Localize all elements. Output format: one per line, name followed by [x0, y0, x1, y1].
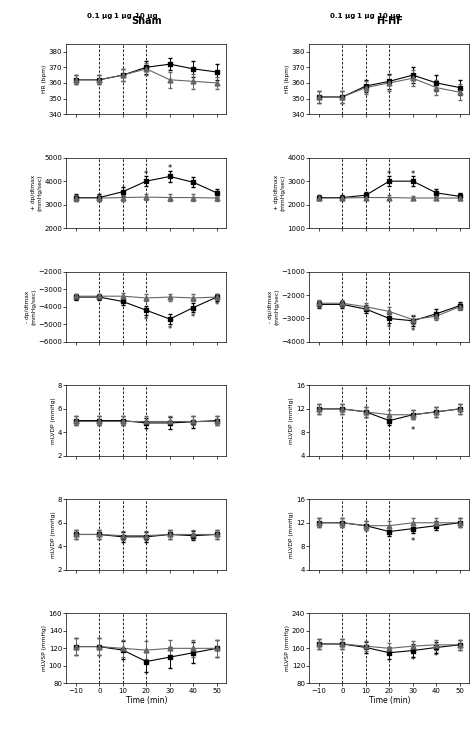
Text: *: *: [410, 327, 415, 336]
Text: 1 μg: 1 μg: [357, 13, 374, 19]
Text: 10 μg: 10 μg: [135, 13, 158, 19]
Y-axis label: mLVSP (mmHg): mLVSP (mmHg): [284, 625, 290, 671]
X-axis label: Time (min): Time (min): [369, 697, 410, 705]
Text: *: *: [410, 426, 415, 436]
Text: *: *: [168, 164, 172, 173]
Text: *: *: [410, 537, 415, 546]
X-axis label: Time (min): Time (min): [126, 697, 167, 705]
Title: Sham: Sham: [131, 16, 162, 26]
Text: 10 μg: 10 μg: [378, 13, 401, 19]
Y-axis label: HR (bpm): HR (bpm): [284, 65, 290, 93]
Text: *: *: [410, 170, 415, 179]
Y-axis label: - dp/dtmax
(mmHg/sec): - dp/dtmax (mmHg/sec): [268, 289, 279, 325]
Text: *: *: [387, 324, 392, 333]
Text: 0.1 μg: 0.1 μg: [329, 13, 355, 19]
Text: *: *: [410, 656, 415, 665]
Title: H-HF: H-HF: [376, 16, 403, 26]
Text: *: *: [168, 325, 172, 334]
Y-axis label: - dp/dtmax
(mmHg/sec): - dp/dtmax (mmHg/sec): [26, 289, 36, 325]
Y-axis label: + dp/dtmax
(mmHg/sec): + dp/dtmax (mmHg/sec): [274, 175, 285, 211]
Y-axis label: mLVDP (mmHg): mLVDP (mmHg): [51, 511, 55, 558]
Text: *: *: [144, 170, 148, 179]
Y-axis label: mLVSP (mmHg): mLVSP (mmHg): [42, 625, 46, 671]
Text: 0.1 μg: 0.1 μg: [87, 13, 112, 19]
Y-axis label: HR (bpm): HR (bpm): [42, 65, 46, 93]
Y-axis label: mLVDP (mmHg): mLVDP (mmHg): [289, 397, 294, 444]
Text: 1 μg: 1 μg: [114, 13, 132, 19]
Text: *: *: [387, 170, 392, 179]
Text: *: *: [144, 316, 148, 325]
Y-axis label: + dp/dtmax
(mmHg/sec): + dp/dtmax (mmHg/sec): [31, 175, 42, 211]
Text: *: *: [191, 313, 195, 322]
Text: *: *: [434, 652, 438, 661]
Text: *: *: [215, 301, 219, 311]
Y-axis label: mLVDP (mmHg): mLVDP (mmHg): [51, 397, 55, 444]
Y-axis label: mLVDP (mmHg): mLVDP (mmHg): [289, 511, 294, 558]
